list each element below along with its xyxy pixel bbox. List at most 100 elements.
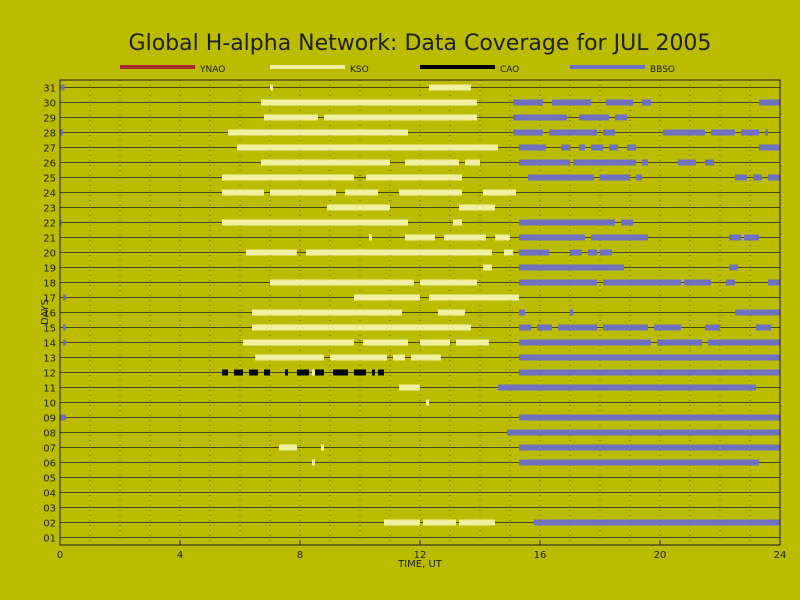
coverage-bar-bbso [606, 99, 633, 106]
coverage-bar-bbso [519, 249, 549, 256]
coverage-bar-bbso [603, 324, 648, 331]
coverage-bar-kso [495, 234, 510, 241]
coverage-bar-bbso [579, 114, 609, 121]
y-tick-label: 22 [43, 219, 56, 230]
coverage-bar-kso [444, 234, 486, 241]
coverage-bar-bbso [513, 114, 567, 121]
coverage-bar-bbso [519, 279, 597, 286]
coverage-bar-kso [261, 99, 477, 106]
coverage-bar-bbso [756, 324, 771, 331]
coverage-bar-bbso [519, 354, 780, 361]
coverage-bar-bbso [552, 99, 591, 106]
coverage-bar-bbso [711, 129, 735, 136]
x-axis-ticks: 0 4 8 12 16 20 24 [57, 541, 787, 561]
coverage-bar-bbso [615, 114, 627, 121]
y-tick-label: 23 [43, 204, 56, 215]
coverage-bar-kso [252, 324, 471, 331]
coverage-bar-kso [330, 354, 387, 361]
coverage-bar-bbso [753, 174, 762, 181]
coverage-bar-bbso [519, 459, 759, 466]
y-tick-label: 30 [43, 99, 56, 110]
coverage-bar-kso [393, 354, 405, 361]
y-tick-label: 05 [43, 474, 56, 485]
coverage-bar-bbso [735, 309, 780, 316]
y-tick-label: 03 [43, 504, 56, 515]
coverage-bar-cao [378, 369, 384, 376]
coverage-bar-bbso [558, 324, 597, 331]
coverage-bar-kso [369, 234, 372, 241]
y-tick-label: 26 [43, 159, 56, 170]
coverage-bar-kso [483, 264, 492, 271]
y-tick-label: 25 [43, 174, 56, 185]
coverage-bar-kso [429, 84, 471, 91]
y-tick-label: 21 [43, 234, 56, 245]
coverage-bar-bbso [726, 279, 735, 286]
coverage-bar-bbso [735, 174, 747, 181]
coverage-bar-bbso [63, 339, 66, 346]
coverage-bar-bbso [513, 129, 543, 136]
coverage-bar-kso [426, 399, 429, 406]
chart-title: Global H-alpha Network: Data Coverage fo… [129, 31, 712, 56]
y-tick-label: 12 [43, 369, 56, 380]
coverage-bar-kso [423, 519, 456, 526]
coverage-bar-bbso [573, 159, 636, 166]
coverage-bar-kso [459, 519, 495, 526]
coverage-bar-bbso [642, 99, 651, 106]
coverage-bar-kso [261, 159, 390, 166]
legend-label: CAO [500, 65, 519, 75]
y-tick-label: 16 [43, 309, 56, 320]
legend-label: YNAO [199, 65, 225, 75]
x-tick-label: 24 [774, 550, 787, 561]
coverage-bar-bbso [609, 144, 618, 151]
y-tick-label: 27 [43, 144, 56, 155]
y-tick-label: 07 [43, 444, 56, 455]
coverage-bar-kso [438, 309, 465, 316]
x-tick-label: 20 [654, 550, 667, 561]
coverage-bar-bbso [519, 144, 546, 151]
coverage-bar-kso [405, 159, 459, 166]
coverage-bar-kso [222, 174, 354, 181]
coverage-bar-cao [297, 369, 309, 376]
coverage-bar-kso [327, 204, 390, 211]
coverage-bar-kso [459, 204, 495, 211]
coverage-bar-bbso [741, 129, 759, 136]
coverage-bar-bbso [621, 219, 633, 226]
legend-label: KSO [350, 65, 369, 75]
coverage-bar-kso [279, 444, 297, 451]
coverage-bar-bbso [519, 264, 624, 271]
coverage-bar-bbso [61, 84, 65, 91]
coverage-bar-bbso [519, 414, 780, 421]
y-tick-label: 19 [43, 264, 56, 275]
coverage-bar-kso [222, 219, 408, 226]
y-tick-label: 10 [43, 399, 56, 410]
coverage-bar-kso [270, 279, 414, 286]
x-tick-label: 0 [57, 550, 63, 561]
coverage-bar-bbso [63, 294, 66, 301]
y-tick-label: 28 [43, 129, 56, 140]
coverage-bar-bbso [60, 129, 63, 136]
y-tick-label: 18 [43, 279, 56, 290]
coverage-bar-kso [354, 294, 420, 301]
coverage-bar-bbso [642, 159, 648, 166]
coverage-bar-bbso [600, 174, 630, 181]
coverage-bar-kso [228, 129, 408, 136]
coverage-bars [60, 84, 780, 526]
coverage-bar-kso [465, 159, 480, 166]
coverage-bar-kso [237, 144, 498, 151]
coverage-bar-bbso [60, 219, 62, 226]
coverage-bar-bbso [570, 309, 573, 316]
coverage-bar-bbso [708, 339, 780, 346]
coverage-bar-bbso [498, 384, 756, 391]
coverage-bar-kso [252, 309, 402, 316]
coverage-bar-bbso [561, 144, 570, 151]
coverage-bar-kso [222, 189, 264, 196]
coverage-bar-bbso [636, 174, 642, 181]
coverage-bar-bbso [603, 279, 681, 286]
coverage-bar-bbso [519, 159, 570, 166]
coverage-bar-bbso [507, 429, 780, 436]
coverage-bar-kso [312, 369, 315, 376]
coverage-bar-kso [255, 354, 324, 361]
y-axis-label: DAYS [40, 299, 51, 325]
legend: YNAO KSO CAO BBSO [120, 65, 675, 75]
y-tick-label: 20 [43, 249, 56, 260]
